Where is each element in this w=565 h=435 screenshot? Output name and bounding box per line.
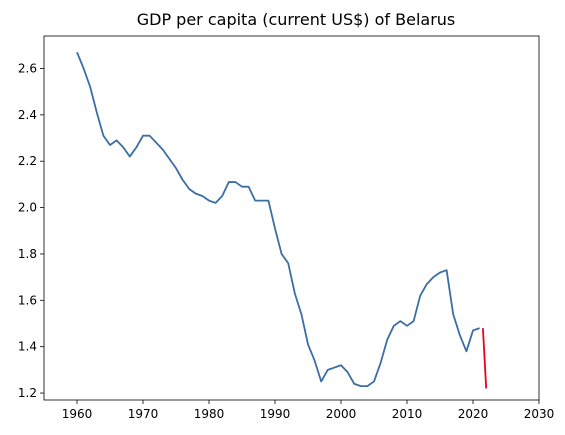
- y-tick-label: 2.0: [18, 201, 37, 215]
- y-tick-label: 1.6: [18, 293, 37, 307]
- y-axis: 1.2 1.4 1.6 1.8 2.0 2.2 2.4 2.6: [18, 61, 44, 400]
- y-tick-label: 2.6: [18, 61, 37, 75]
- series-line-1: [76, 51, 480, 387]
- x-tick-label: 2020: [458, 407, 489, 421]
- plot-lines: [76, 51, 488, 389]
- y-tick-label: 1.4: [18, 340, 37, 354]
- x-tick-label: 2000: [326, 407, 357, 421]
- x-axis: 1960 1970 1980 1990 2000 2010 2020 2030: [62, 400, 555, 421]
- y-tick-label: 1.2: [18, 386, 37, 400]
- y-tick-label: 1.8: [18, 247, 37, 261]
- x-tick-label: 2030: [524, 407, 555, 421]
- y-tick-label: 2.2: [18, 154, 37, 168]
- plot-frame: [43, 35, 540, 401]
- y-tick-label: 2.4: [18, 108, 37, 122]
- chart-title: GDP per capita (current US$) of Belarus: [137, 10, 456, 29]
- x-tick-label: 2010: [392, 407, 423, 421]
- series-line-2: [482, 328, 488, 389]
- x-tick-label: 1960: [62, 407, 93, 421]
- x-tick-label: 1990: [260, 407, 291, 421]
- x-tick-label: 1970: [128, 407, 159, 421]
- x-tick-label: 1980: [194, 407, 225, 421]
